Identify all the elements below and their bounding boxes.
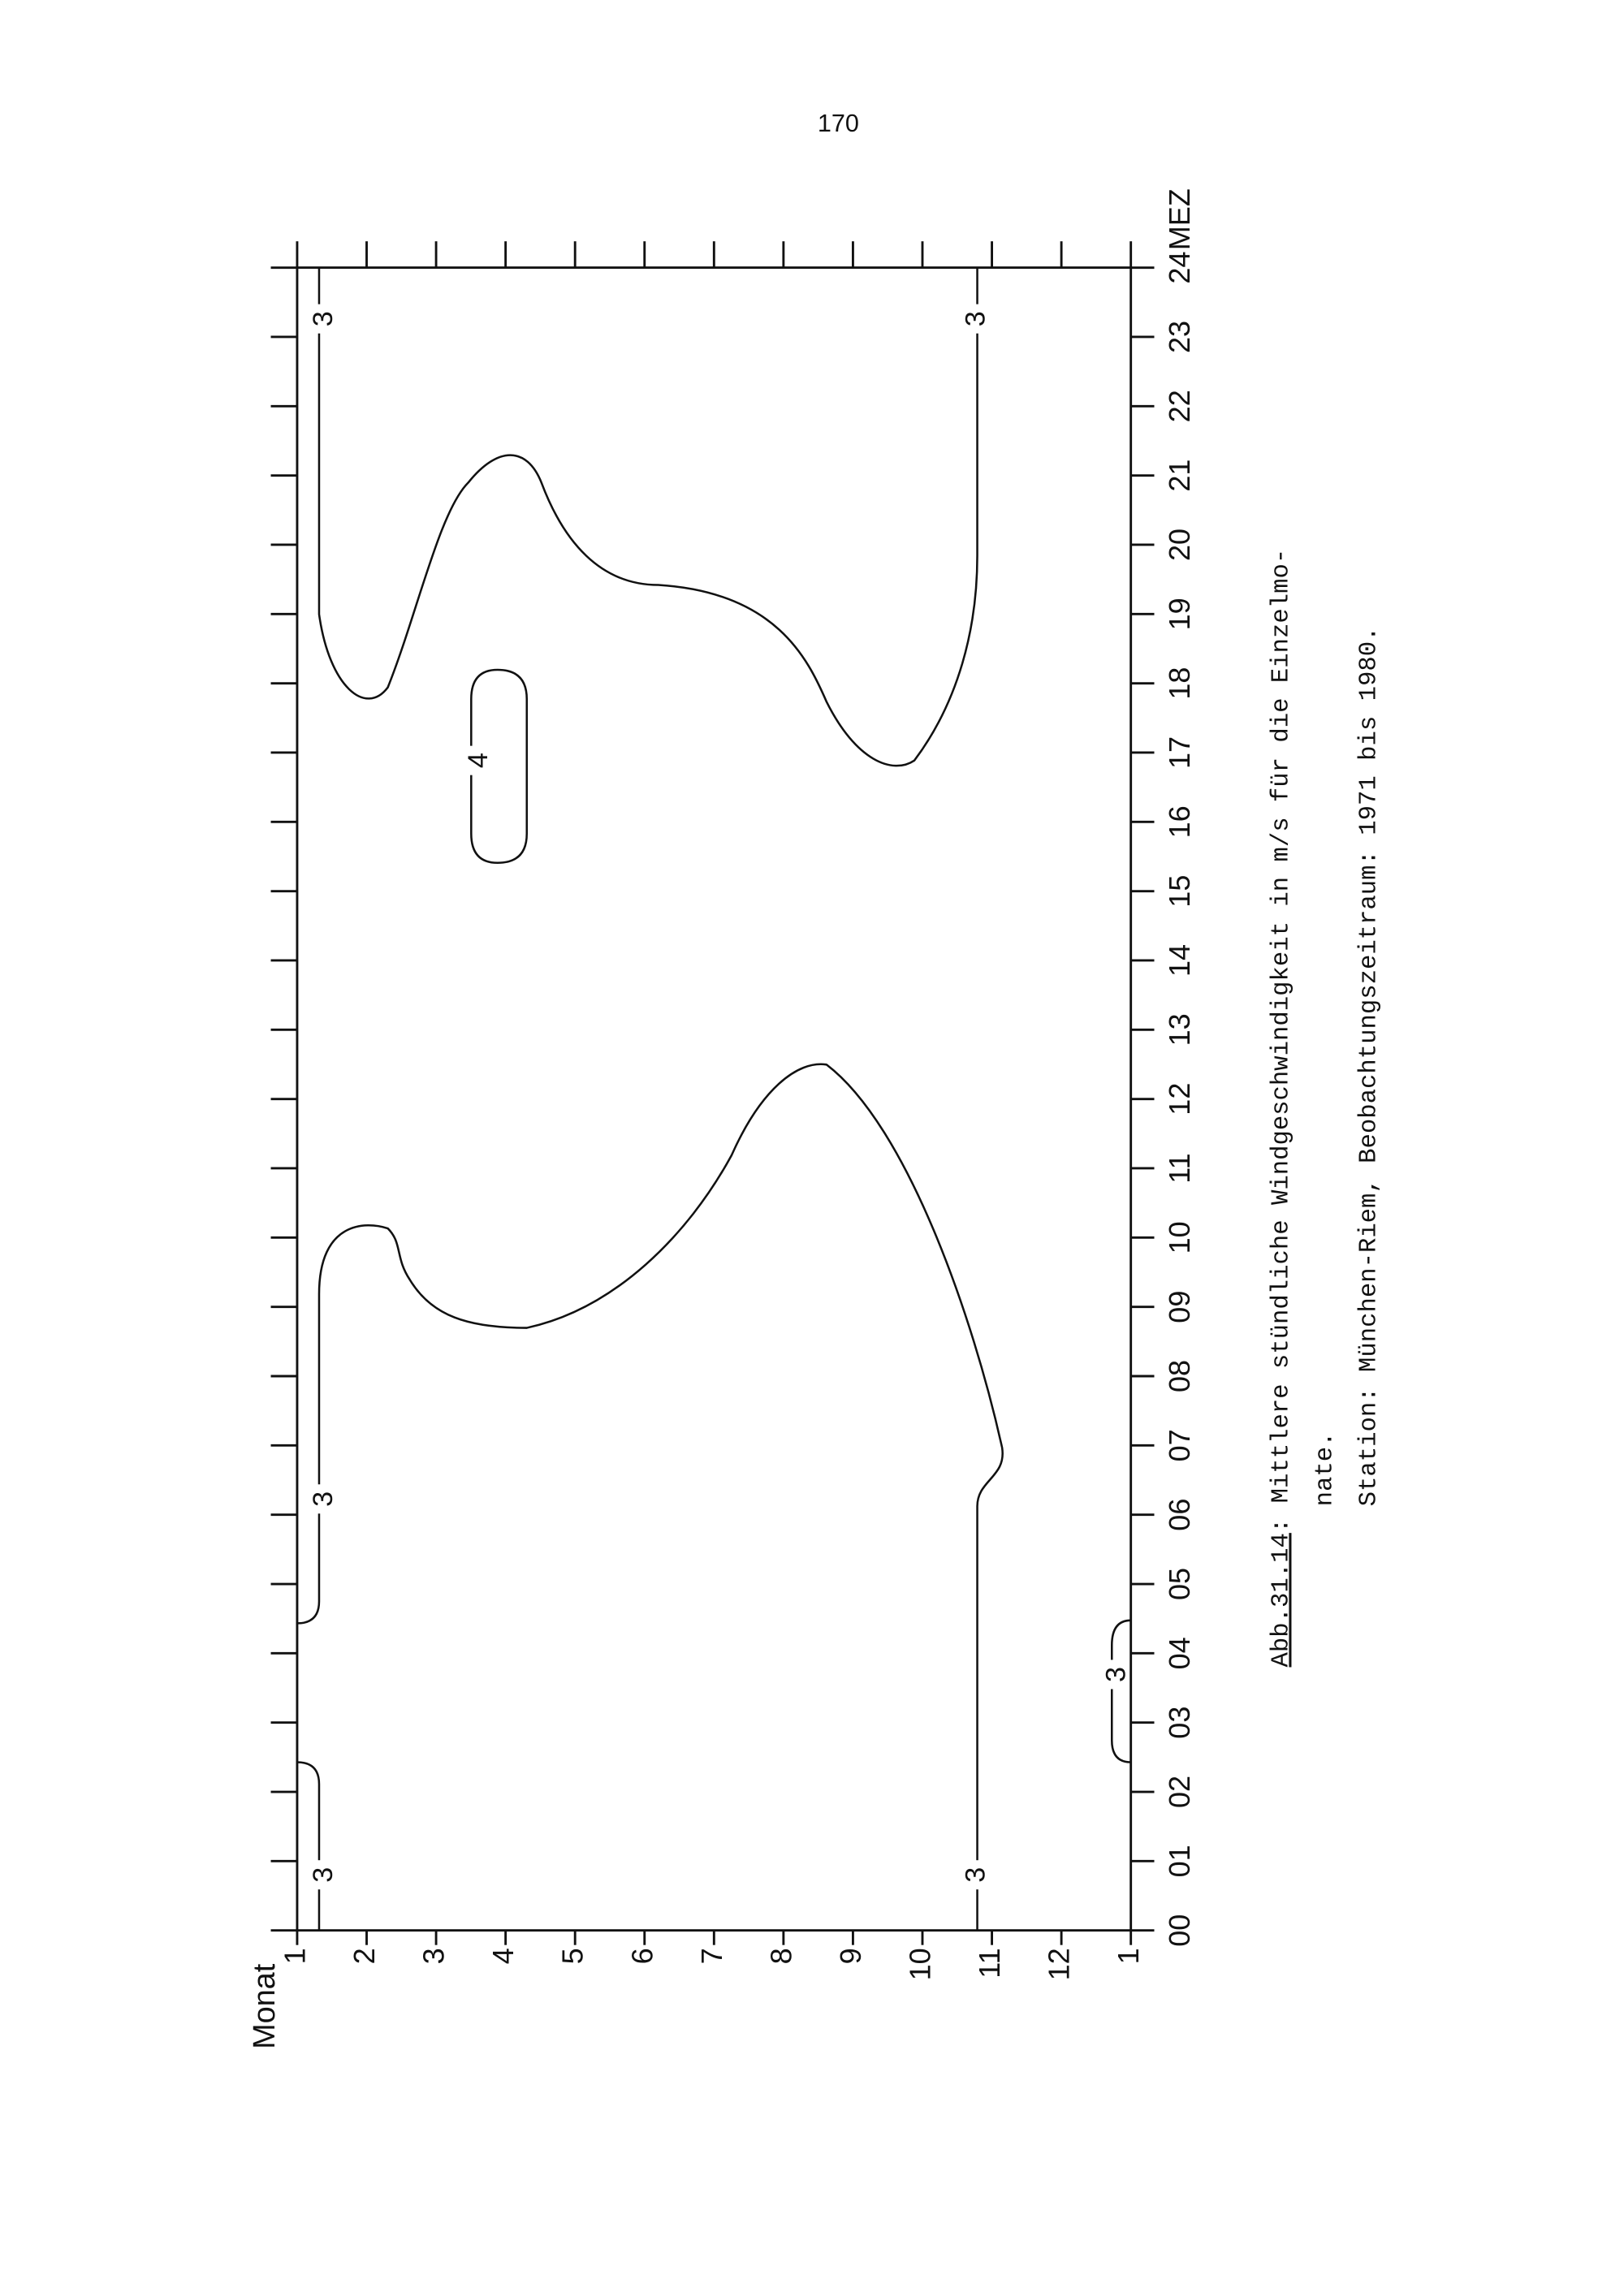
hour-label: 12: [1163, 1083, 1196, 1116]
hour-label: 02: [1163, 1776, 1196, 1808]
contour-label: 3: [308, 311, 339, 326]
contour-label: 4: [463, 753, 494, 768]
label-gap: [313, 304, 337, 334]
figure: Monat MEZ: [248, 188, 1196, 2049]
month-label: 8: [764, 1948, 797, 1964]
month-label: 2: [348, 1948, 381, 1964]
contour-label: 3: [961, 311, 991, 326]
month-label: 4: [486, 1948, 520, 1964]
contour: [296, 1063, 1004, 1931]
hour-label: 09: [1163, 1291, 1196, 1323]
hour-label: 13: [1163, 1013, 1196, 1046]
hour-label: 03: [1163, 1707, 1196, 1739]
month-label: 7: [695, 1948, 728, 1964]
month-label: 3: [417, 1948, 451, 1964]
page-number: 170: [818, 110, 859, 137]
hour-label: 05: [1163, 1568, 1196, 1600]
x-axis-unit: MEZ: [1163, 188, 1196, 250]
caption-line: Station: München-Riem, Beobachtungszeitr…: [1355, 627, 1383, 1507]
hour-label: 06: [1163, 1499, 1196, 1531]
contour: [1111, 1619, 1131, 1763]
month-label: 11: [973, 1948, 1006, 1978]
caption-line: Abb.31.14: Mittlere stündliche Windgesch…: [1268, 549, 1295, 1668]
contour: [317, 267, 978, 767]
hour-label: 21: [1163, 460, 1196, 492]
hour-label: 20: [1163, 529, 1196, 561]
caption-text: : Mittlere stündliche Windgeschwindigkei…: [1268, 549, 1295, 1533]
hour-label: 14: [1163, 944, 1196, 977]
label-gap: [313, 1860, 337, 1890]
hour-label: 01: [1163, 1845, 1196, 1877]
plot-frame: [296, 266, 1133, 1932]
month-label: 10: [904, 1948, 937, 1980]
contour-label: 3: [1101, 1667, 1132, 1682]
hour-label: 16: [1163, 805, 1196, 838]
hour-label: 18: [1163, 667, 1196, 700]
hour-label: 11: [1163, 1153, 1196, 1183]
hour-label: 22: [1163, 390, 1196, 422]
hour-label: 04: [1163, 1637, 1196, 1669]
month-label: 5: [556, 1948, 590, 1964]
caption-line: nate.: [1311, 1431, 1339, 1506]
hour-label: 24: [1163, 252, 1196, 284]
caption: Abb.31.14: Mittlere stündliche Windgesch…: [1268, 549, 1383, 1668]
month-label: 12: [1043, 1948, 1076, 1980]
label-gap: [1106, 1659, 1129, 1690]
month-label: 6: [625, 1948, 659, 1964]
hour-label: 15: [1163, 875, 1196, 908]
hour-label: 07: [1163, 1429, 1196, 1461]
contour-label: 3: [961, 1867, 991, 1883]
month-label: 1: [1112, 1948, 1145, 1964]
hour-label: 17: [1163, 736, 1196, 769]
label-gap: [965, 304, 989, 334]
hour-label: 23: [1163, 321, 1196, 353]
contour-label: 3: [308, 1867, 339, 1883]
contour: [296, 1761, 321, 1931]
label-gap: [965, 1860, 989, 1890]
contour-label: 3: [308, 1491, 339, 1507]
month-label: 1: [278, 1948, 311, 1964]
y-axis-label: Monat: [248, 1963, 282, 2049]
hour-label: 10: [1163, 1221, 1196, 1254]
contour: [470, 668, 529, 865]
hour-label: 08: [1163, 1360, 1196, 1392]
caption-prefix: Abb.31.14: [1268, 1533, 1295, 1667]
label-gap: [313, 1484, 337, 1514]
hour-label: 19: [1163, 598, 1196, 630]
label-gap: [468, 745, 492, 775]
hour-label: 00: [1163, 1914, 1196, 1947]
month-label: 9: [834, 1948, 867, 1964]
